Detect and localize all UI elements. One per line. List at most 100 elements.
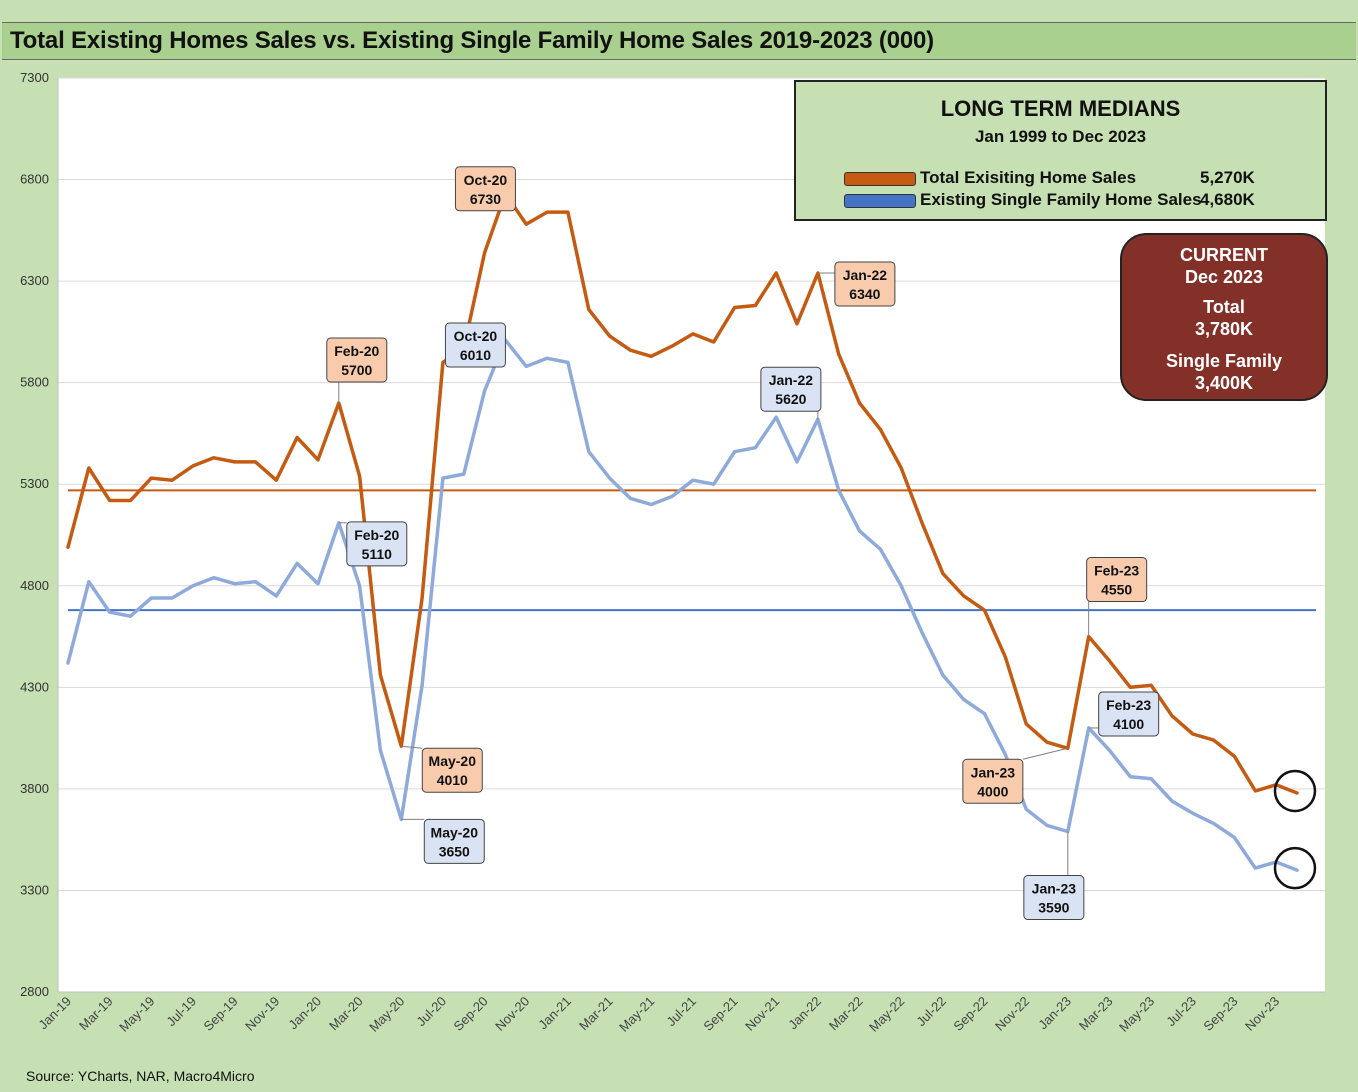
x-tick-label: Mar-19 (76, 994, 116, 1034)
x-tick-label: Mar-21 (576, 994, 616, 1034)
callout-value: 4550 (1101, 582, 1132, 598)
series-line (66, 338, 1299, 872)
callout-label: May-20 3650 (423, 818, 485, 864)
x-tick-label: Mar-22 (826, 994, 866, 1034)
callout-date: May-20 (429, 753, 477, 769)
x-tick-label: Jan-23 (1035, 994, 1074, 1033)
callout-box (421, 747, 483, 793)
callout-label: Oct-20 6010 (444, 322, 506, 368)
callout-value: 6010 (460, 347, 491, 363)
callout-box (454, 166, 516, 212)
x-tick-label: May-23 (1116, 994, 1157, 1035)
medians-title: LONG TERM MEDIANS (940, 96, 1181, 121)
legend-label-single-family: Existing Single Family Home Sales (920, 190, 1202, 209)
y-tick-label: 4800 (20, 578, 49, 593)
y-tick-label: 2800 (20, 984, 49, 999)
medians-legend-box: LONG TERM MEDIANS Jan 1999 to Dec 2023 T… (794, 80, 1327, 221)
callout-label: Jan-22 6340 (834, 261, 896, 307)
legend-value-single-family: 4,680K (1200, 190, 1255, 209)
callout-leader (401, 745, 423, 749)
y-tick-label: 5300 (20, 476, 49, 491)
current-total-value: 3,780K (1194, 319, 1254, 339)
callout-box (423, 818, 485, 864)
callout-label: Oct-20 6730 (454, 166, 516, 212)
y-tick-label: 4300 (20, 679, 49, 694)
callout-date: Oct-20 (464, 172, 508, 188)
x-tick-label: Jul-19 (163, 994, 199, 1030)
source-note: Source: YCharts, NAR, Macro4Micro (26, 1068, 255, 1084)
callout-box (834, 261, 896, 307)
y-tick-label: 6800 (20, 172, 49, 187)
callout-value: 5700 (341, 362, 372, 378)
medians-subtitle: Jan 1999 to Dec 2023 (974, 127, 1147, 146)
x-tick-label: Jan-22 (785, 994, 824, 1033)
x-tick-label: Sep-20 (450, 994, 490, 1034)
callout-label: Jan-22 5620 (760, 366, 822, 412)
callout-date: Feb-23 (1106, 697, 1151, 713)
callout-value: 5620 (775, 391, 806, 407)
x-tick-label: Jan-20 (285, 994, 324, 1033)
callout-label: Jan-23 4000 (962, 758, 1024, 804)
callout-leaders (338, 272, 1099, 876)
callout-value: 3650 (439, 843, 470, 859)
x-tick-label: May-22 (866, 994, 907, 1035)
callout-date: Oct-20 (454, 328, 498, 344)
callout-label: Feb-23 4100 (1098, 691, 1160, 737)
callout-date: Feb-23 (1094, 563, 1139, 579)
x-tick-label: Mar-23 (1076, 994, 1116, 1034)
callout-box (760, 366, 822, 412)
callout-value: 6730 (470, 191, 501, 207)
callout-label: May-20 4010 (421, 747, 483, 793)
current-values-box: CURRENT Dec 2023 Total 3,780K Single Fam… (1120, 233, 1328, 401)
x-tick-label: May-19 (116, 994, 157, 1035)
current-sf-value: 3,400K (1194, 373, 1254, 393)
x-tick-label: Mar-20 (326, 994, 366, 1034)
x-tick-label: Sep-19 (201, 994, 241, 1034)
x-tick-label: Jul-22 (913, 994, 949, 1030)
callout-value: 3590 (1038, 900, 1069, 916)
current-date: Dec 2023 (1184, 267, 1264, 287)
current-heading: CURRENT (1180, 245, 1268, 265)
callout-label: Feb-20 5110 (346, 521, 408, 567)
y-tick-label: 6300 (20, 273, 49, 288)
series-line (66, 192, 1299, 795)
y-axis-ticks: 2800 3300 3800 4300 4800 5300 5800 6300 6800 7300 (20, 70, 49, 999)
x-tick-label: Jan-19 (35, 994, 74, 1033)
legend-swatch-total (844, 172, 916, 186)
end-markers (1273, 769, 1317, 890)
x-tick-label: May-20 (366, 994, 407, 1035)
x-tick-label: Nov-22 (992, 994, 1032, 1034)
y-tick-label: 3300 (20, 882, 49, 897)
callout-date: Jan-23 (1032, 881, 1077, 897)
chart-title: Total Existing Homes Sales vs. Existing … (10, 27, 934, 54)
x-tick-label: Jul-23 (1163, 994, 1199, 1030)
legend-label-total: Total Exisiting Home Sales (920, 168, 1137, 187)
x-tick-label: Sep-23 (1200, 994, 1240, 1034)
median-lines (68, 489, 1316, 612)
callout-label: Feb-20 5700 (326, 337, 388, 383)
grid-lines (57, 77, 1325, 993)
callout-label: Jan-23 3590 (1023, 875, 1085, 921)
x-tick-label: Jan-21 (535, 994, 574, 1033)
callout-box (1098, 691, 1160, 737)
callout-value: 4010 (437, 772, 468, 788)
x-tick-label: May-21 (616, 994, 657, 1035)
callout-date: Jan-22 (769, 372, 814, 388)
x-tick-label: Jul-21 (663, 994, 699, 1030)
legend-value-total: 5,270K (1200, 168, 1255, 187)
y-tick-label: 7300 (20, 70, 49, 85)
callout-value: 5110 (362, 546, 393, 562)
y-tick-label: 5800 (20, 375, 49, 390)
callout-date: Feb-20 (354, 527, 399, 543)
x-axis-ticks: Jan-19 Mar-19 May-19 Jul-19 Sep-19 Nov-19 Jan-… (35, 994, 1282, 1035)
series-lines (66, 192, 1299, 872)
x-tick-label: Nov-19 (242, 994, 282, 1034)
callout-date: Jan-22 (843, 267, 888, 283)
current-sf-label: Single Family (1165, 351, 1283, 371)
x-tick-label: Nov-23 (1242, 994, 1282, 1034)
callout-value: 4100 (1113, 716, 1144, 732)
callout-date: Feb-20 (334, 343, 379, 359)
callout-box (1023, 875, 1085, 921)
